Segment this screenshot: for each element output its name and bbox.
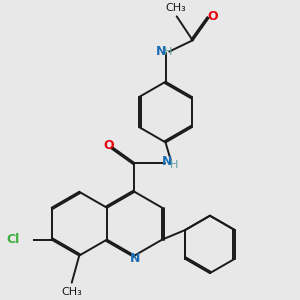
Text: O: O: [207, 10, 218, 23]
Text: H: H: [170, 160, 178, 170]
Text: N: N: [155, 45, 166, 58]
Text: Cl: Cl: [6, 233, 20, 246]
Text: N: N: [161, 155, 172, 168]
Text: O: O: [104, 139, 115, 152]
Text: CH₃: CH₃: [61, 287, 82, 297]
Text: N: N: [130, 252, 140, 265]
Text: H: H: [164, 47, 172, 57]
Text: CH₃: CH₃: [166, 3, 186, 13]
